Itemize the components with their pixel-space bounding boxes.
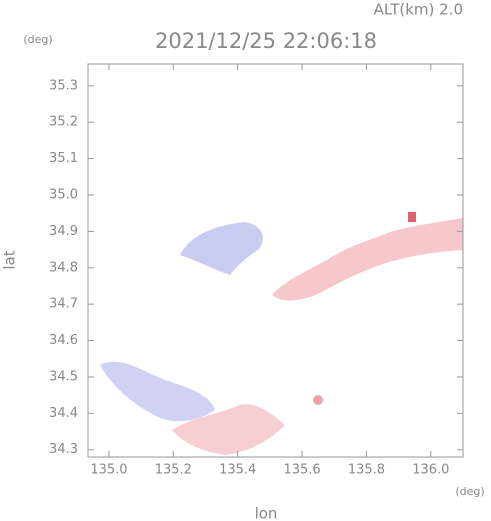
y-tick-label: 34.9 [49,224,78,239]
x-tick-label: 136.0 [412,463,449,478]
chart-title: 2021/12/25 22:06:18 [155,29,377,53]
red-echo [272,218,463,301]
y-tick-label: 34.8 [49,260,78,275]
x-tick-label: 135.2 [155,463,192,478]
y-tick-label: 34.5 [49,369,78,384]
y-tick-label: 34.3 [49,442,78,457]
y-tick-label: 34.4 [49,406,78,421]
y-tick-label: 35.1 [49,151,78,166]
x-tick-label: 135.0 [90,463,127,478]
y-tick-label: 34.7 [49,297,78,312]
echo-field [100,212,463,455]
x-tick-label: 135.6 [283,463,320,478]
x-tick-label: 135.4 [219,463,256,478]
y-unit: (deg) [23,33,52,46]
red-echo [172,404,285,455]
y-tick-label: 34.6 [49,333,78,348]
x-axis-label: lon [255,505,278,521]
plot-frame [87,63,464,458]
red-echo [408,212,416,222]
y-tick-label: 35.0 [49,188,78,203]
red-echo [313,395,323,405]
x-tick-label: 135.8 [348,463,385,478]
blue-echo [180,222,263,275]
y-axis-label: lat [1,250,19,269]
y-tick-label: 35.2 [49,115,78,130]
x-unit: (deg) [455,485,484,498]
blue-echo [100,361,215,422]
altitude-label: ALT(km) 2.0 [374,1,463,19]
y-tick-label: 35.3 [49,78,78,93]
